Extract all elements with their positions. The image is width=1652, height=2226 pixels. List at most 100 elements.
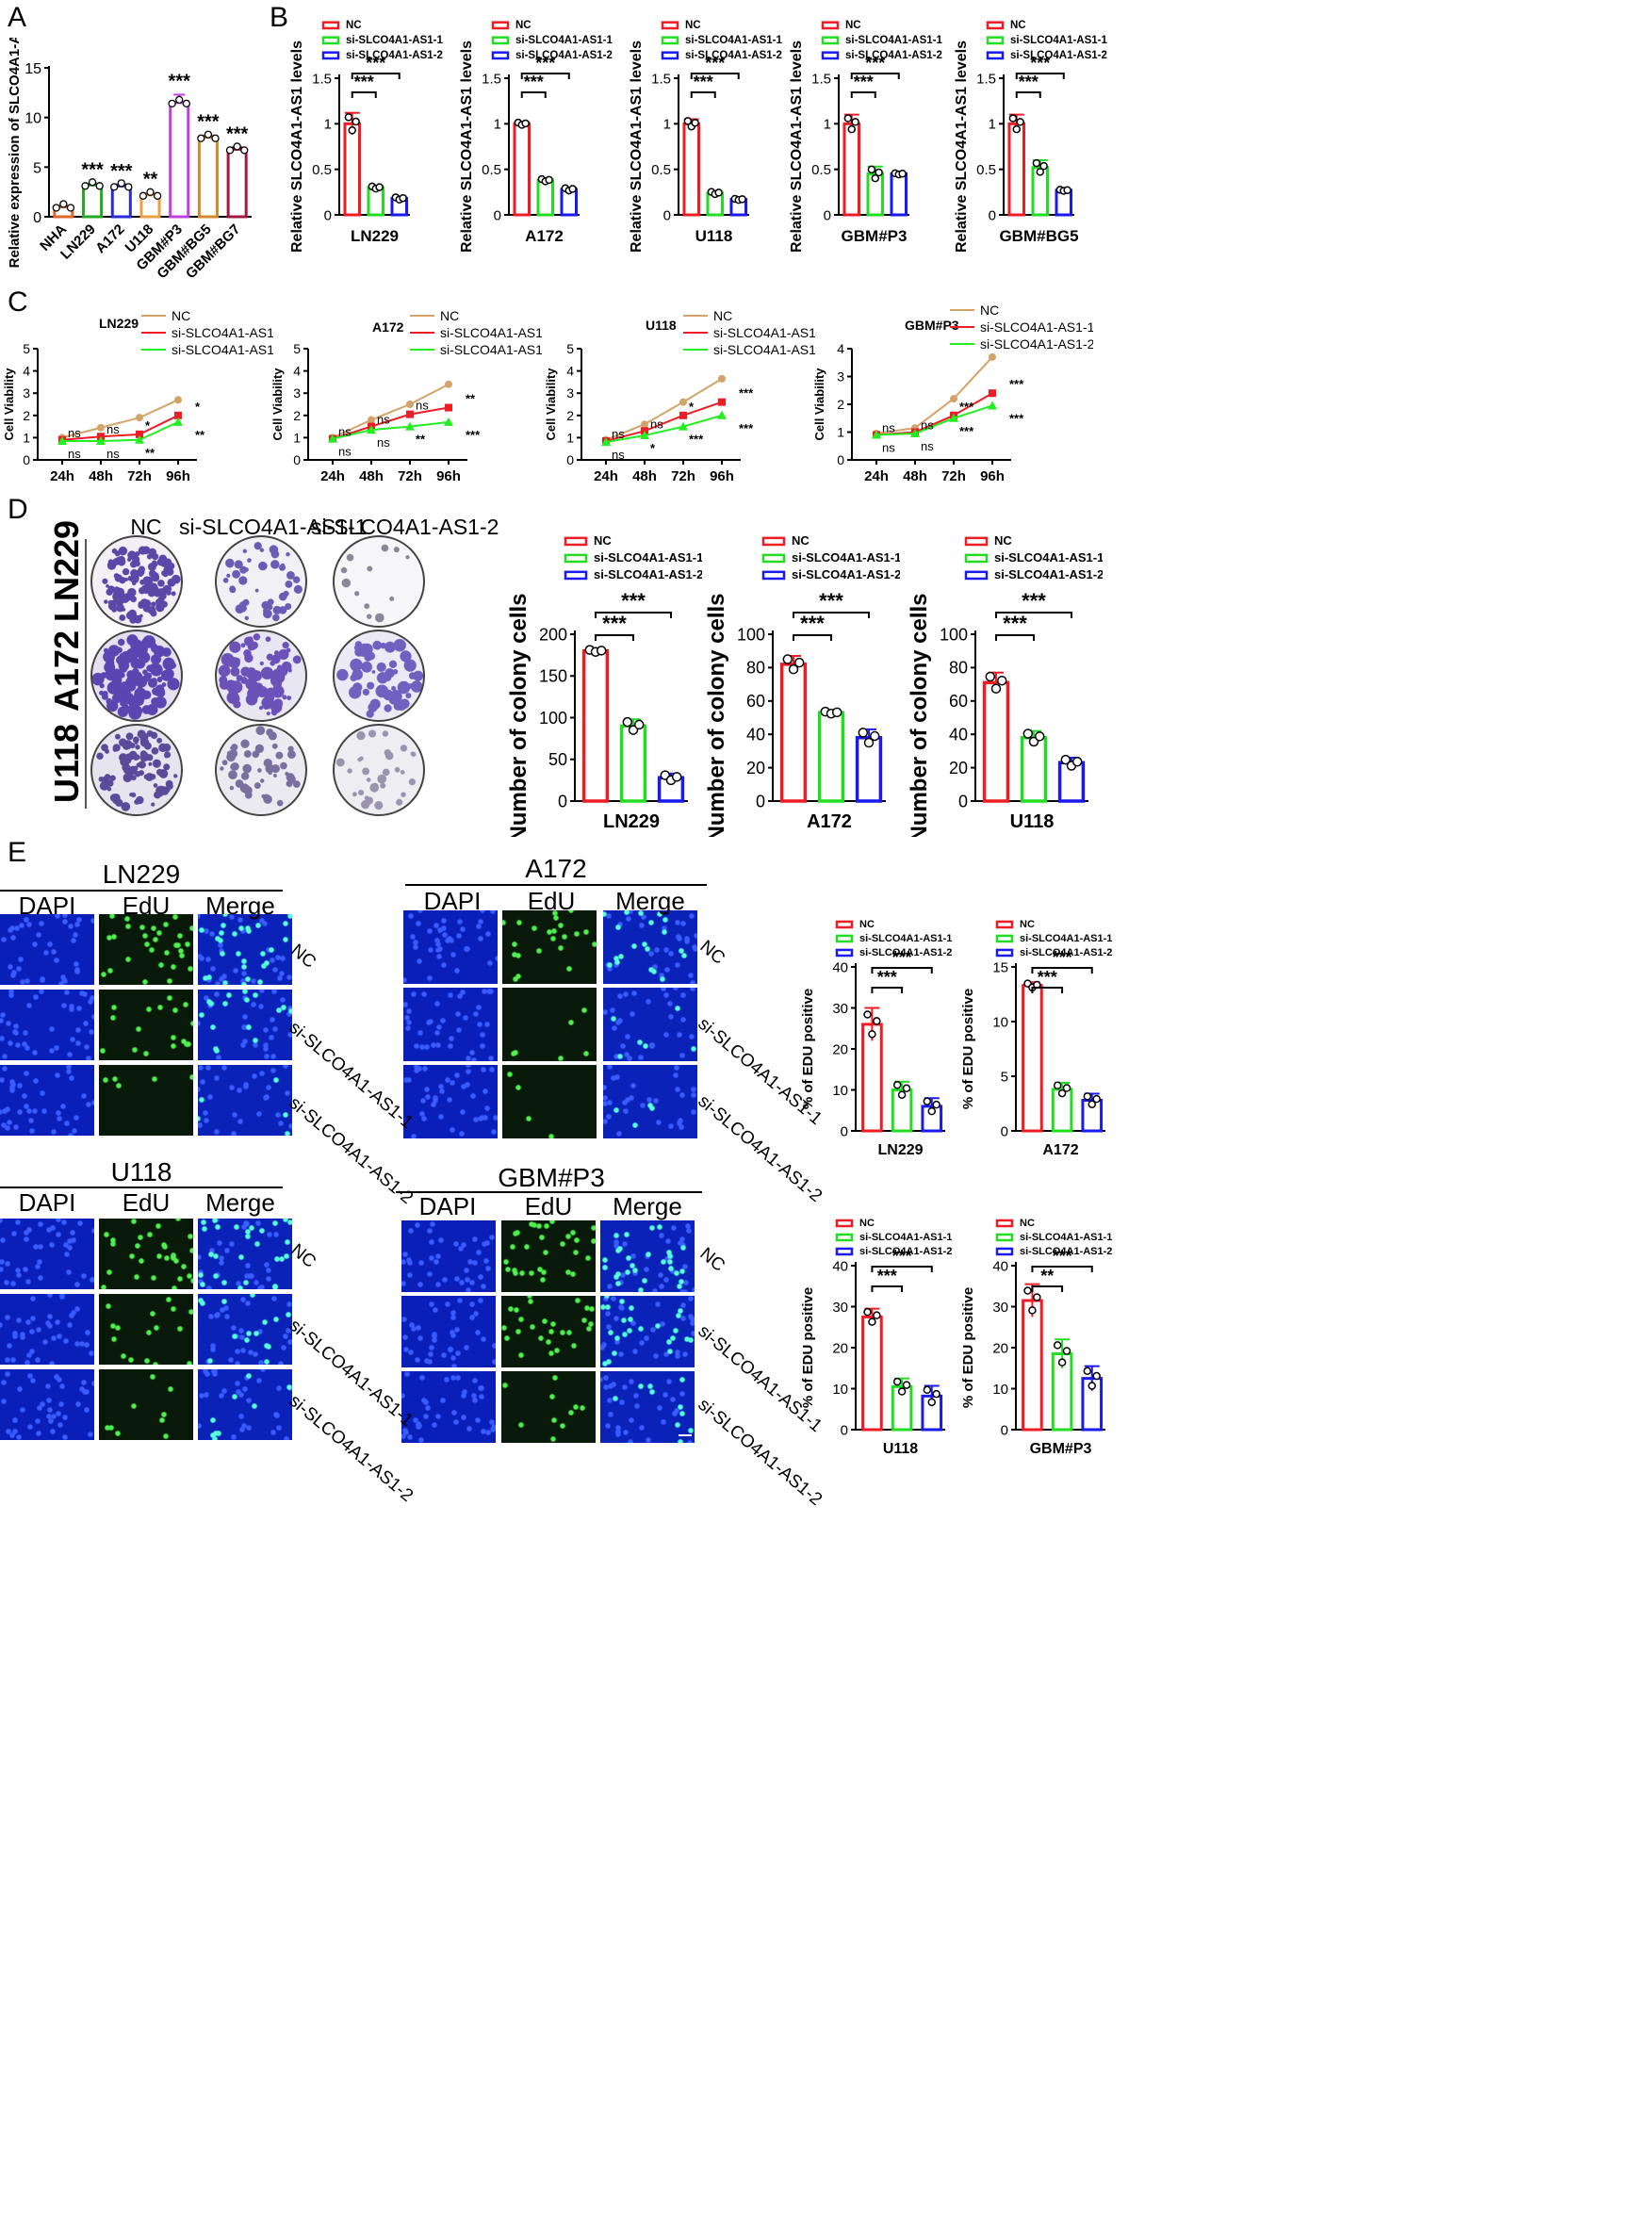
y-tick-label-1: 1 bbox=[23, 430, 30, 445]
data-point-1-0 bbox=[892, 1081, 902, 1089]
annot-si2-1: * bbox=[650, 441, 656, 455]
legend-swatch-2 bbox=[321, 51, 340, 60]
colony-divider bbox=[85, 539, 87, 809]
colony-plate-1-2 bbox=[333, 630, 425, 722]
sig-bracket-1 bbox=[520, 91, 547, 98]
legend-label-1: si-SLCO4A1-AS1-1 bbox=[845, 35, 942, 46]
sig-bracket-1 bbox=[871, 987, 904, 993]
legend-label-1: si-SLCO4A1-AS1-1 bbox=[172, 325, 273, 340]
annot-si2-3: *** bbox=[739, 421, 754, 435]
x-axis-label: A172 bbox=[807, 811, 852, 832]
bar-0 bbox=[982, 680, 1010, 803]
data-point-0-1 bbox=[868, 1030, 876, 1039]
series-point-2-1 bbox=[910, 428, 920, 437]
y-tick-label-5: 5 bbox=[293, 341, 301, 356]
series-point-0-3 bbox=[718, 374, 726, 383]
bar-0 bbox=[343, 122, 361, 217]
legend-swatch-2 bbox=[491, 51, 510, 60]
sig-bracket-2 bbox=[351, 73, 401, 79]
data-point-2-2 bbox=[1071, 756, 1083, 767]
sig-label-6: *** bbox=[226, 123, 249, 144]
annot-si1-1: ns bbox=[377, 413, 390, 427]
data-point-1-0 bbox=[1022, 728, 1034, 739]
legend-swatch-1 bbox=[986, 36, 1005, 45]
data-point-1-2 bbox=[375, 183, 384, 191]
edu-hdr-u118-merge: Merge bbox=[205, 1188, 275, 1217]
data-point-2-1 bbox=[117, 179, 125, 188]
series-line-1 bbox=[61, 414, 179, 441]
series-line-0 bbox=[875, 356, 993, 434]
series-line-1 bbox=[605, 401, 723, 442]
series-point-2-1 bbox=[640, 431, 649, 440]
y-tick-label-0: 0 bbox=[989, 207, 996, 223]
y-tick-label-5: 100 bbox=[737, 625, 765, 644]
legend-swatch-0 bbox=[564, 536, 588, 547]
legend-swatch-2 bbox=[964, 570, 989, 581]
x-axis-label: LN229 bbox=[351, 227, 399, 245]
y-tick-label-3: 150 bbox=[539, 667, 567, 686]
data-point-0-1 bbox=[348, 126, 356, 135]
edu-tile-1-2-0 bbox=[403, 1065, 498, 1138]
data-point-0-2 bbox=[793, 657, 805, 668]
data-point-0-2 bbox=[66, 204, 75, 212]
data-point-0-0 bbox=[344, 113, 353, 122]
annot-si2-1: ns bbox=[377, 435, 390, 450]
annot-si1-0: ns bbox=[612, 427, 625, 441]
legend-label-1: si-SLCO4A1-AS1-1 bbox=[1020, 1232, 1112, 1243]
y-axis-label: Relative SLCO4A1-AS1 levels bbox=[289, 41, 305, 253]
y-tick-label-4: 80 bbox=[949, 659, 968, 678]
sig-label-1: *** bbox=[877, 1267, 897, 1285]
legend-swatch-1 bbox=[564, 553, 588, 564]
edu-tile-2-0-1 bbox=[99, 1219, 193, 1289]
data-point-5-1 bbox=[204, 130, 213, 139]
legend-label-2: si-SLCO4A1-AS1-2 bbox=[594, 567, 702, 581]
data-point-0-2 bbox=[1016, 118, 1024, 126]
legend-label-1: si-SLCO4A1-AS1-1 bbox=[792, 550, 900, 565]
annot-si1-1: ns bbox=[106, 422, 120, 436]
sig-label-1: *** bbox=[694, 73, 713, 91]
sig-label-1: *** bbox=[800, 612, 825, 635]
data-point-1-2 bbox=[1062, 1084, 1071, 1092]
bar-0 bbox=[861, 1315, 883, 1432]
annot-si2-3: *** bbox=[1009, 411, 1024, 425]
y-tick-label-3: 1.5 bbox=[312, 71, 332, 87]
legend-label-2: si-SLCO4A1-AS1-2 bbox=[859, 1246, 952, 1257]
edu-hdr-gbmp3-dapi: DAPI bbox=[418, 1192, 477, 1220]
legend-label-2: si-SLCO4A1-AS1-2 bbox=[515, 50, 613, 61]
y-tick-label-2: 20 bbox=[832, 1041, 848, 1057]
colony-plate-2-0 bbox=[90, 724, 183, 816]
colony-plate-0-0 bbox=[90, 535, 183, 628]
annot-si1-0: ns bbox=[68, 426, 81, 440]
panel-label-b: B bbox=[270, 2, 289, 33]
colony-row-u118: U118 bbox=[47, 723, 86, 803]
edu-tile-3-1-1 bbox=[501, 1296, 596, 1367]
y-tick-label-4: 40 bbox=[832, 1258, 848, 1274]
sig-label-1: *** bbox=[81, 160, 104, 181]
annot-si2-0: ns bbox=[338, 445, 352, 459]
series-point-0-3 bbox=[174, 396, 182, 404]
data-point-0-2 bbox=[1033, 1293, 1041, 1301]
edu-images bbox=[0, 0, 697, 1443]
y-tick-label-0: 0 bbox=[958, 792, 968, 810]
edu-tile-0-1-1 bbox=[99, 990, 193, 1060]
legend-label-0: NC bbox=[440, 308, 459, 323]
panel-label-d: D bbox=[8, 494, 28, 525]
colony-plate-1-1 bbox=[215, 630, 307, 722]
chart-d-a172: NC si-SLCO4A1-AS1-1 si-SLCO4A1-AS1-2 0 20 40 6… bbox=[704, 533, 900, 837]
x-tick-label-2: 72h bbox=[127, 468, 152, 484]
legend-swatch-2 bbox=[761, 570, 786, 581]
legend-swatch-1 bbox=[995, 934, 1014, 943]
colony-plate-0-2 bbox=[333, 535, 425, 628]
series-point-0-2 bbox=[679, 398, 687, 406]
legend-swatch-2 bbox=[995, 948, 1014, 958]
series-point-0-3 bbox=[445, 380, 452, 388]
legend-label-0: NC bbox=[994, 533, 1012, 548]
sig-label-2: *** bbox=[892, 948, 912, 967]
data-point-0-1 bbox=[1028, 1306, 1037, 1315]
sig-label-2: *** bbox=[1030, 54, 1050, 73]
data-point-1-2 bbox=[1062, 1347, 1071, 1355]
data-point-2-0 bbox=[1083, 1092, 1092, 1101]
y-tick-label-2: 1 bbox=[663, 117, 671, 133]
bar-0 bbox=[682, 122, 700, 217]
legend-label-2: si-SLCO4A1-AS1-2 bbox=[713, 342, 815, 357]
